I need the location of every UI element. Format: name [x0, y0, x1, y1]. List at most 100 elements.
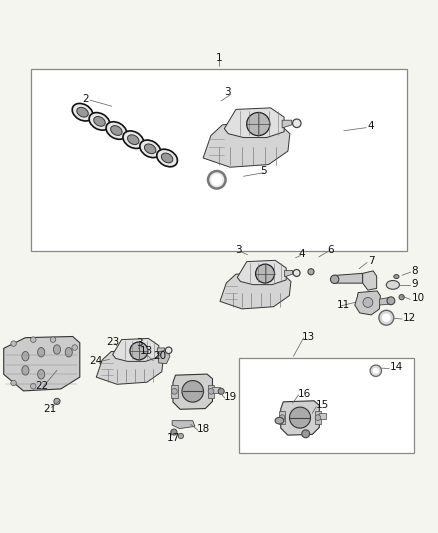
Circle shape: [182, 381, 204, 402]
Text: 20: 20: [153, 351, 166, 361]
Polygon shape: [237, 260, 286, 285]
Polygon shape: [113, 338, 159, 361]
Circle shape: [363, 297, 373, 308]
Circle shape: [130, 342, 148, 360]
Polygon shape: [355, 291, 380, 315]
Ellipse shape: [161, 153, 173, 163]
Text: 11: 11: [337, 300, 350, 310]
Polygon shape: [281, 401, 319, 435]
Circle shape: [31, 337, 36, 342]
Ellipse shape: [53, 345, 60, 354]
Text: 3: 3: [235, 245, 242, 255]
Text: 24: 24: [89, 356, 102, 366]
Polygon shape: [315, 411, 321, 424]
Ellipse shape: [111, 126, 122, 135]
Ellipse shape: [140, 140, 161, 158]
Circle shape: [54, 398, 60, 405]
Ellipse shape: [38, 348, 45, 357]
Ellipse shape: [386, 280, 399, 289]
Text: 13: 13: [302, 332, 315, 342]
Text: 15: 15: [315, 400, 328, 410]
Polygon shape: [279, 411, 285, 424]
Text: 22: 22: [35, 381, 48, 391]
Circle shape: [387, 297, 395, 305]
Circle shape: [293, 119, 301, 127]
Circle shape: [379, 310, 394, 325]
Ellipse shape: [127, 135, 139, 144]
Polygon shape: [319, 414, 326, 419]
Polygon shape: [220, 271, 291, 309]
Circle shape: [50, 337, 56, 342]
Circle shape: [218, 388, 224, 394]
Polygon shape: [224, 108, 284, 138]
Circle shape: [308, 269, 314, 275]
Polygon shape: [212, 387, 219, 393]
Circle shape: [302, 430, 310, 438]
Circle shape: [72, 345, 78, 350]
Ellipse shape: [123, 131, 144, 149]
Bar: [31, 69, 407, 251]
Text: 3: 3: [136, 338, 143, 348]
Ellipse shape: [22, 351, 29, 361]
Text: 2: 2: [82, 94, 89, 104]
Circle shape: [315, 415, 321, 421]
Circle shape: [11, 341, 16, 346]
Circle shape: [279, 415, 285, 421]
Ellipse shape: [394, 274, 399, 279]
Polygon shape: [282, 120, 292, 128]
Polygon shape: [159, 350, 170, 364]
Polygon shape: [208, 385, 214, 398]
Polygon shape: [172, 421, 195, 429]
Text: 1: 1: [215, 53, 223, 62]
Circle shape: [172, 389, 177, 394]
Ellipse shape: [38, 369, 45, 379]
Circle shape: [293, 270, 300, 277]
Text: 6: 6: [327, 245, 334, 255]
Polygon shape: [4, 336, 80, 391]
Circle shape: [208, 171, 226, 189]
Polygon shape: [157, 348, 165, 354]
Circle shape: [208, 389, 214, 394]
Text: 10: 10: [412, 293, 425, 303]
Ellipse shape: [72, 103, 93, 121]
Text: 19: 19: [223, 392, 237, 402]
Polygon shape: [96, 349, 163, 384]
Circle shape: [373, 368, 379, 374]
Polygon shape: [171, 385, 178, 398]
Ellipse shape: [157, 149, 177, 167]
Ellipse shape: [89, 112, 110, 130]
Polygon shape: [379, 297, 390, 305]
Ellipse shape: [275, 417, 284, 424]
Text: 14: 14: [390, 362, 403, 372]
Circle shape: [290, 407, 311, 428]
Circle shape: [31, 383, 36, 389]
Ellipse shape: [77, 107, 88, 117]
Text: 16: 16: [298, 389, 311, 399]
Circle shape: [382, 313, 391, 322]
Text: 23: 23: [106, 337, 120, 347]
Polygon shape: [285, 270, 293, 277]
Polygon shape: [335, 273, 363, 283]
Text: 17: 17: [166, 433, 180, 443]
Circle shape: [166, 347, 172, 353]
Circle shape: [171, 429, 177, 435]
Text: 21: 21: [44, 404, 57, 414]
Polygon shape: [203, 121, 290, 167]
Ellipse shape: [94, 117, 105, 126]
Polygon shape: [363, 271, 377, 290]
Ellipse shape: [65, 348, 72, 357]
Text: 5: 5: [261, 166, 267, 176]
Text: 4: 4: [299, 249, 306, 259]
Text: 8: 8: [412, 266, 418, 276]
Circle shape: [399, 295, 404, 300]
Text: 13: 13: [140, 345, 153, 356]
Circle shape: [256, 264, 275, 283]
Text: 7: 7: [368, 256, 374, 266]
Circle shape: [330, 275, 339, 284]
Polygon shape: [173, 374, 212, 409]
Ellipse shape: [145, 144, 156, 154]
Circle shape: [247, 112, 270, 135]
Text: 3: 3: [224, 87, 231, 97]
Text: 9: 9: [412, 279, 418, 289]
Bar: [239, 359, 414, 453]
